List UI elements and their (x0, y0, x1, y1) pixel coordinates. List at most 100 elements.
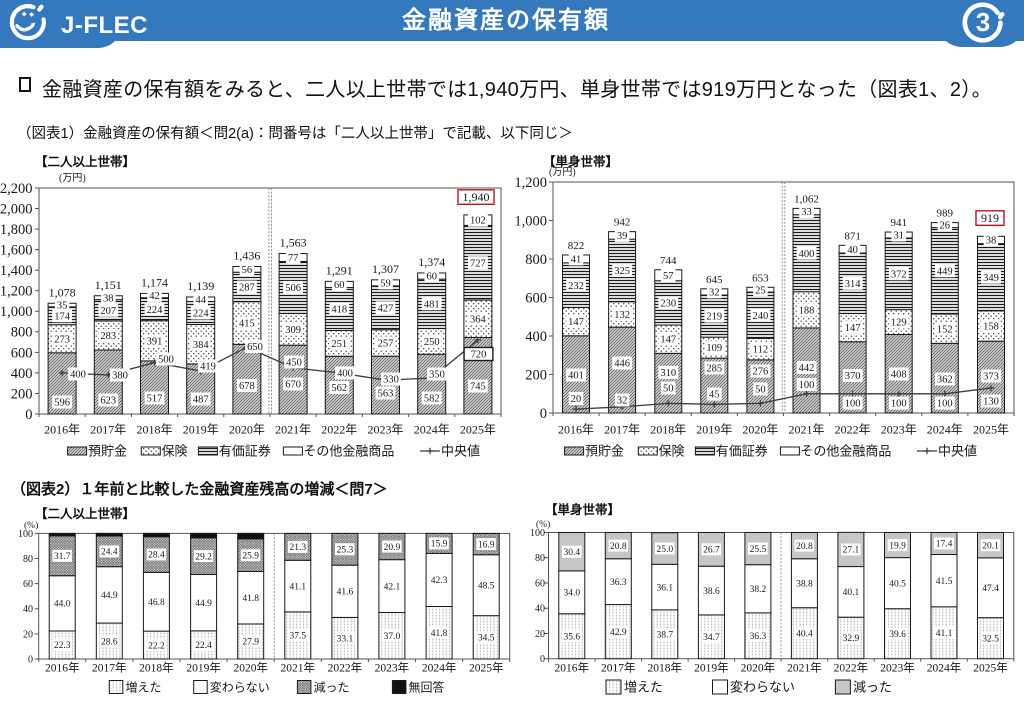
svg-text:147: 147 (845, 323, 861, 334)
svg-text:276: 276 (753, 367, 769, 378)
svg-text:1,174: 1,174 (141, 275, 168, 289)
svg-text:50: 50 (755, 385, 766, 396)
svg-text:942: 942 (614, 217, 631, 229)
svg-text:1,139: 1,139 (187, 279, 214, 293)
svg-text:2020年: 2020年 (233, 661, 268, 675)
svg-text:2023年: 2023年 (375, 661, 410, 675)
svg-text:400: 400 (70, 370, 86, 381)
svg-text:減った: 減った (314, 679, 350, 694)
svg-text:39: 39 (617, 231, 628, 242)
svg-text:20.8: 20.8 (610, 542, 627, 552)
svg-text:20.9: 20.9 (384, 543, 401, 553)
svg-text:(%): (%) (24, 520, 38, 531)
svg-text:1,200: 1,200 (514, 175, 547, 191)
svg-text:2016年: 2016年 (555, 661, 590, 675)
svg-text:2017年: 2017年 (604, 423, 640, 437)
svg-text:32.9: 32.9 (843, 634, 860, 644)
svg-text:その他金融商品: その他金融商品 (800, 444, 891, 459)
svg-text:0: 0 (540, 654, 545, 665)
svg-text:325: 325 (614, 266, 630, 277)
svg-text:41.1: 41.1 (289, 582, 306, 592)
svg-text:1,400: 1,400 (0, 263, 33, 279)
svg-text:219: 219 (706, 312, 722, 323)
svg-text:59: 59 (380, 278, 391, 289)
svg-text:670: 670 (285, 380, 301, 391)
svg-text:40.4: 40.4 (796, 629, 813, 639)
svg-text:44.9: 44.9 (195, 599, 212, 609)
svg-text:2016年: 2016年 (45, 661, 80, 675)
svg-text:102: 102 (470, 216, 486, 227)
svg-text:2016年: 2016年 (44, 423, 80, 437)
svg-text:362: 362 (937, 375, 953, 386)
svg-text:45: 45 (709, 390, 720, 401)
svg-text:401: 401 (568, 371, 584, 382)
svg-text:2022年: 2022年 (834, 661, 869, 675)
svg-text:112: 112 (753, 345, 768, 356)
svg-text:40: 40 (847, 245, 858, 256)
svg-text:38.6: 38.6 (703, 587, 720, 597)
svg-text:24.4: 24.4 (101, 548, 118, 558)
svg-text:28.4: 28.4 (148, 551, 165, 561)
svg-text:822: 822 (568, 240, 585, 252)
svg-text:380: 380 (112, 371, 128, 382)
svg-text:678: 678 (239, 381, 255, 392)
svg-text:その他金融商品: その他金融商品 (303, 444, 394, 459)
svg-text:563: 563 (378, 389, 394, 400)
svg-text:623: 623 (100, 396, 116, 407)
svg-text:446: 446 (614, 359, 630, 370)
svg-text:20: 20 (23, 629, 33, 640)
svg-text:645: 645 (706, 274, 723, 286)
svg-text:287: 287 (239, 283, 255, 294)
svg-text:989: 989 (937, 208, 954, 220)
svg-text:2017年: 2017年 (92, 661, 127, 675)
svg-text:57: 57 (663, 271, 674, 282)
svg-text:50: 50 (663, 384, 674, 395)
svg-text:28.6: 28.6 (101, 637, 118, 647)
svg-text:273: 273 (54, 334, 70, 345)
svg-text:2024年: 2024年 (422, 661, 457, 675)
svg-text:22.4: 22.4 (195, 641, 212, 651)
svg-text:400: 400 (525, 329, 547, 345)
svg-text:250: 250 (424, 337, 440, 348)
svg-text:130: 130 (983, 397, 999, 408)
svg-text:0: 0 (540, 406, 547, 422)
svg-text:20.8: 20.8 (796, 542, 813, 552)
svg-text:32: 32 (617, 396, 628, 407)
svg-text:38.7: 38.7 (656, 631, 673, 641)
svg-text:60: 60 (535, 578, 545, 589)
svg-text:21.3: 21.3 (289, 543, 306, 553)
svg-text:100: 100 (937, 399, 953, 410)
svg-text:41.6: 41.6 (337, 588, 354, 598)
svg-text:40: 40 (535, 604, 545, 615)
svg-text:保険: 保険 (162, 444, 188, 459)
svg-text:(万円): (万円) (59, 173, 86, 184)
svg-text:450: 450 (286, 358, 302, 369)
svg-text:35: 35 (57, 301, 68, 312)
svg-text:442: 442 (799, 363, 815, 374)
svg-text:44: 44 (195, 295, 206, 306)
svg-text:60: 60 (23, 579, 33, 590)
svg-text:20.1: 20.1 (982, 541, 999, 551)
svg-text:2020年: 2020年 (742, 423, 778, 437)
svg-text:40.1: 40.1 (843, 588, 860, 598)
svg-text:100: 100 (891, 399, 907, 410)
svg-text:1,000: 1,000 (0, 304, 33, 320)
svg-text:309: 309 (285, 325, 301, 336)
svg-text:1,307: 1,307 (372, 262, 399, 276)
svg-text:0: 0 (28, 654, 33, 665)
svg-text:2023年: 2023年 (880, 661, 915, 675)
svg-text:34.0: 34.0 (563, 589, 580, 599)
svg-text:42.9: 42.9 (610, 628, 627, 638)
svg-text:2018年: 2018年 (136, 423, 172, 437)
svg-text:38: 38 (103, 293, 114, 304)
svg-text:預貯金: 預貯金 (88, 444, 127, 459)
svg-text:80: 80 (23, 554, 33, 565)
svg-text:56: 56 (242, 265, 253, 276)
svg-text:36.3: 36.3 (750, 632, 767, 642)
svg-text:800: 800 (11, 325, 33, 341)
svg-text:有価証券: 有価証券 (219, 444, 271, 459)
svg-text:1,200: 1,200 (0, 284, 33, 300)
svg-text:預貯金: 預貯金 (585, 444, 624, 459)
svg-text:34.5: 34.5 (478, 634, 495, 644)
svg-text:2019年: 2019年 (694, 661, 729, 675)
